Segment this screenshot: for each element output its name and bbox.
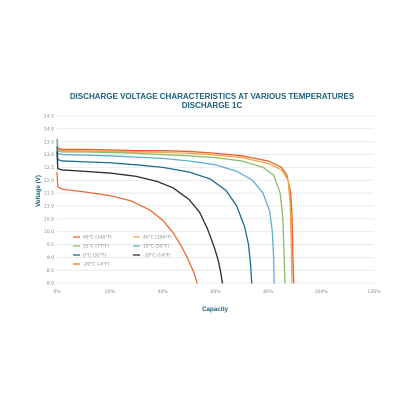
chart-title: DISCHARGE VOLTAGE CHARACTERISTICS AT VAR… xyxy=(70,92,355,101)
y-tick-label: 8.5 xyxy=(47,268,54,274)
y-tick-label: 12.5 xyxy=(44,165,54,171)
series-line xyxy=(56,138,295,284)
x-tick-label: 120% xyxy=(367,289,381,295)
legend-item: -10°C (14°F) xyxy=(133,253,171,259)
legend-label: 0°C (32°F) xyxy=(83,253,106,259)
series-line xyxy=(56,171,198,284)
legend-item: 10°C (50°F) xyxy=(133,244,169,250)
legend-item: 40°C (104°F) xyxy=(133,235,172,241)
y-axis-ticks: 8.0 8.5 9.0 9.5 10.0 10.5 11.0 11.5 12.0 12.5 13.0… xyxy=(44,114,54,287)
legend-item: 0°C (32°F) xyxy=(73,253,106,259)
chart-subtitle: DISCHARGE 1C xyxy=(182,101,243,110)
y-tick-label: 9.5 xyxy=(47,242,54,248)
x-tick-label: 100% xyxy=(315,289,329,295)
y-tick-label: 13.5 xyxy=(44,139,54,145)
legend-item: -20°C (-4°F) xyxy=(73,262,110,268)
y-tick-label: 10.0 xyxy=(44,229,54,235)
series-line xyxy=(56,139,293,284)
y-tick-label: 12.0 xyxy=(44,178,54,184)
series-line xyxy=(56,146,253,284)
series-line xyxy=(56,138,286,284)
y-tick-label: 8.0 xyxy=(47,281,54,287)
legend-label: 25°C (77°F) xyxy=(83,244,109,250)
x-tick-label: 0% xyxy=(53,289,61,295)
series-lines xyxy=(56,138,295,284)
x-axis-label: Capacity xyxy=(202,306,228,313)
y-tick-label: 10.5 xyxy=(44,216,54,222)
legend-label: -10°C (14°F) xyxy=(143,253,171,259)
legend: 60°C (140°F) 25°C (77°F) 0°C (32°F) -20°C (… xyxy=(73,235,172,268)
y-axis-label: Voltage (V) xyxy=(35,175,42,207)
y-tick-label: 11.0 xyxy=(44,204,54,210)
x-tick-label: 80% xyxy=(263,289,274,295)
legend-label: -20°C (-4°F) xyxy=(83,262,110,268)
series-line xyxy=(56,141,275,284)
series-line xyxy=(56,151,224,284)
x-tick-label: 60% xyxy=(210,289,221,295)
legend-item: 60°C (140°F) xyxy=(73,235,112,241)
y-tick-label: 11.5 xyxy=(44,191,54,197)
legend-item: 25°C (77°F) xyxy=(73,244,109,250)
legend-label: 60°C (140°F) xyxy=(83,235,112,241)
y-tick-label: 14.0 xyxy=(44,126,54,132)
legend-label: 40°C (104°F) xyxy=(143,235,172,241)
x-axis-ticks: 0% 20% 40% 60% 80% 100% 120% xyxy=(53,289,381,295)
grid-lines xyxy=(57,115,374,284)
y-tick-label: 13.0 xyxy=(44,152,54,158)
legend-label: 10°C (50°F) xyxy=(143,244,169,250)
x-tick-label: 20% xyxy=(105,289,116,295)
y-tick-label: 14.5 xyxy=(44,114,54,120)
x-tick-label: 40% xyxy=(158,289,169,295)
y-tick-label: 9.0 xyxy=(47,255,54,261)
